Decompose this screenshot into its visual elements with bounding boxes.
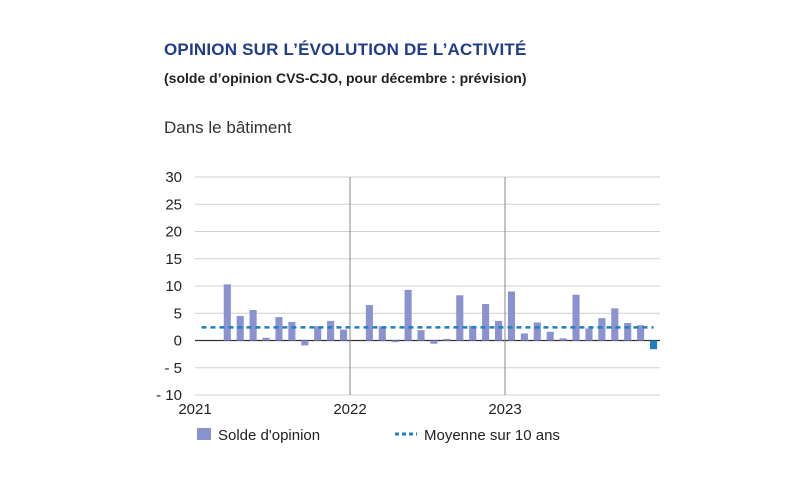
section-label: Dans le bâtiment [164,118,292,137]
bar-2022-11 [482,303,490,341]
bar-2021-12 [339,329,348,341]
y-tick-label: 20 [165,224,182,241]
y-axis-ticks: 30 25 20 15 10 5 0 - 5 - 10 [156,169,182,404]
bar-2023-11 [637,325,645,341]
bar-2023-04 [546,331,554,341]
bar-2023-02 [520,333,528,341]
bar-2022-04 [391,340,399,343]
bar-2022-05 [404,289,412,341]
x-year-label: 2021 [178,401,211,418]
bar-2022-03 [378,326,386,341]
chart-title: OPINION SUR L’ÉVOLUTION DE L’ACTIVITÉ [164,40,527,59]
bar-2022-09 [456,295,464,341]
bar-2023-03 [533,322,541,341]
bar-2021-11 [327,320,335,341]
bar-2021-09 [301,340,309,346]
chart-subtitle: (solde d’opinion CVS-CJO, pour décembre … [164,70,527,86]
y-tick-label: - 10 [156,387,182,404]
x-year-label: 2022 [333,401,366,418]
bar-2022-10 [469,325,477,341]
bar-2022-07 [430,340,438,344]
bar-2021-06 [262,337,270,341]
legend-bar-swatch [197,428,211,440]
bar-2021-08 [288,321,296,341]
year-lines [349,177,506,395]
bar-2023-09 [611,308,619,341]
bar-2023-10 [624,323,632,341]
y-tick-label: 15 [165,251,182,268]
bar-2023-07 [585,328,593,341]
grid-layer [195,176,660,396]
bar-2023-01 [507,291,516,341]
bar-2021-03 [223,284,231,341]
bar-2023-06 [572,294,580,341]
bar-2022-06 [417,330,425,341]
bar-2021-05 [249,309,257,341]
bar-2022-02 [365,305,373,341]
bar-2023-05 [559,338,567,341]
bars [223,284,658,350]
y-tick-label: 25 [165,196,182,213]
bar-2023-12 [649,340,658,350]
bar-2023-08 [598,318,606,341]
y-tick-label: 10 [165,278,182,295]
x-year-label: 2023 [488,401,521,418]
bar-2022-08 [443,338,451,341]
bar-2022-12 [494,320,503,341]
bar-2021-07 [275,317,283,341]
bar-2021-10 [314,326,322,341]
y-tick-label: - 5 [164,360,182,377]
x-axis-year-labels: 2021 2022 2023 [178,401,521,418]
legend: Solde d'opinion Moyenne sur 10 ans [197,427,560,444]
y-tick-label: 0 [174,333,182,350]
y-tick-label: 30 [165,169,182,186]
y-tick-label: 5 [174,305,182,322]
legend-bar-label: Solde d'opinion [218,427,320,444]
legend-average-label: Moyenne sur 10 ans [424,427,560,444]
